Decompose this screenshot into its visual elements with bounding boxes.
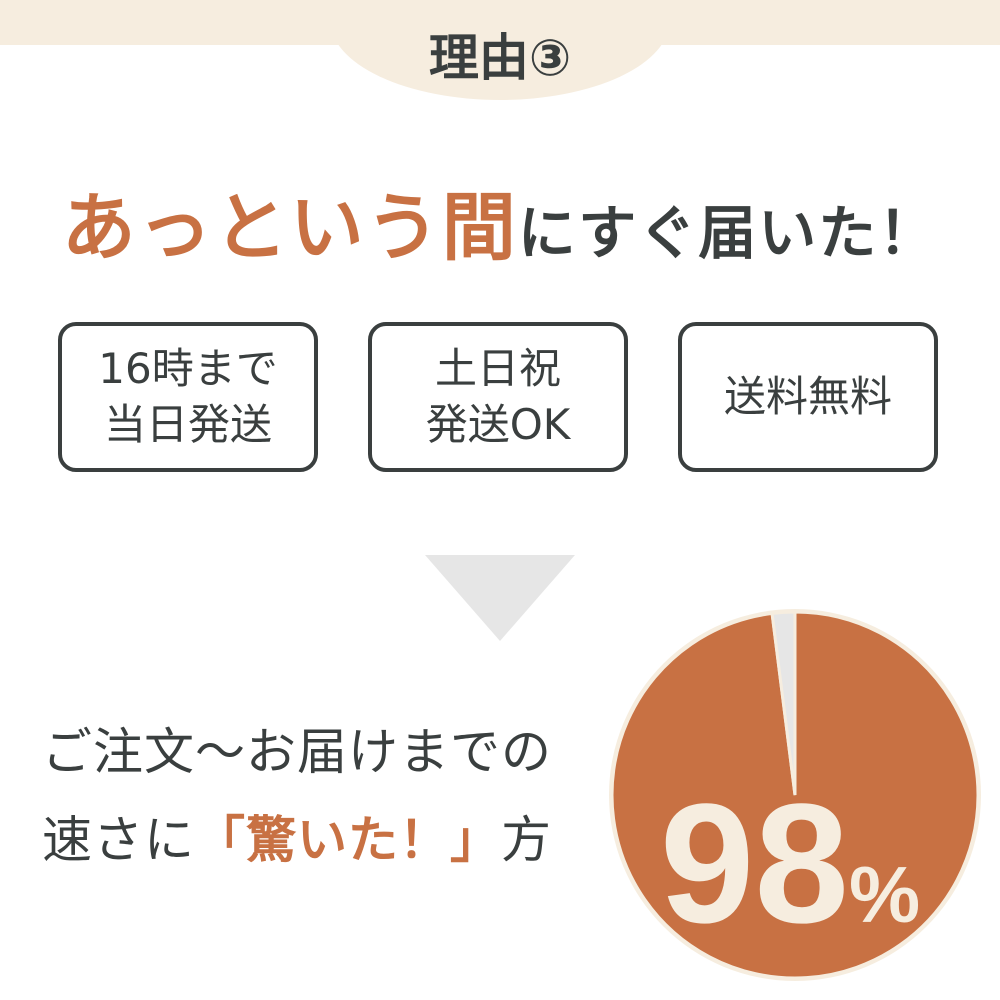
message-line-1: ご注文〜お届けまでの [42,723,552,781]
feature-line: 送料無料 [723,372,892,421]
pie-chart: 98% [609,609,981,981]
down-arrow-icon [425,555,575,641]
headline-rest: にすぐ届いた！ [517,199,939,267]
message-line-2: 速さに「驚いた！」方 [42,800,552,872]
feature-line: 当日発送 [103,400,272,449]
headline-emphasis: あっという間 [61,185,518,271]
pie-value: 98 [660,769,849,959]
feature-line: 発送OK [425,400,571,449]
message-post: 方 [501,811,552,869]
headline: あっという間にすぐ届いた！ [0,168,1000,275]
feature-line: 土日祝 [434,344,561,393]
message-pre: 速さに [42,811,195,869]
feature-box-free-shipping: 送料無料 [678,322,938,472]
pie-unit: % [849,850,920,939]
message-emphasis: 「驚いた！」 [195,811,501,869]
pie-value-label: 98% [660,769,920,959]
reason-title: 理由③ [428,29,572,87]
feature-box-weekend: 土日祝 発送OK [368,322,628,472]
feature-box-same-day: 16時まで 当日発送 [58,322,318,472]
pie-slice [770,610,797,796]
feature-line: 16時まで [98,344,278,393]
